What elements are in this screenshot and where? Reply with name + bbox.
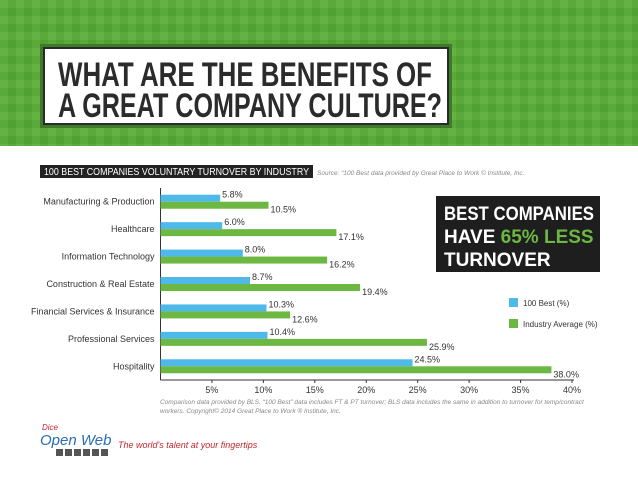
value-label: 5.8% [222, 190, 243, 200]
x-tick-label: 5% [205, 385, 218, 395]
x-tick-label: 40% [563, 385, 581, 395]
bar [160, 256, 328, 264]
legend-label: 100 Best (%) [523, 299, 570, 308]
x-tick-label: 20% [357, 385, 375, 395]
footnote: workers. Copyright© 2014 Great Place to … [160, 407, 341, 415]
bar [160, 194, 221, 202]
category-label: Information Technology [62, 252, 155, 262]
category-label: Healthcare [111, 224, 155, 234]
value-label: 19.4% [362, 287, 388, 297]
value-label: 38.0% [553, 369, 579, 379]
bar [160, 249, 243, 257]
callout-text: HAVE 65% LESS [444, 227, 594, 248]
bar [160, 284, 361, 291]
category-label: Construction & Real Estate [46, 279, 154, 289]
page-title: WHAT ARE THE BENEFITS OF [58, 56, 432, 94]
bar [160, 277, 251, 284]
callout-box [436, 196, 600, 272]
logo-small: Dice [42, 423, 59, 432]
category-label: Financial Services & Insurance [31, 306, 155, 316]
value-label: 10.3% [268, 299, 294, 309]
x-tick-label: 15% [306, 385, 324, 395]
x-tick-label: 25% [409, 385, 427, 395]
chart-source: Source: “100 Best data provided by Great… [317, 169, 525, 177]
tagline: The world's talent at your fingertips [118, 440, 258, 450]
x-tick-label: 35% [512, 385, 530, 395]
value-label: 8.7% [252, 272, 273, 282]
legend-swatch [509, 298, 518, 307]
category-label: Manufacturing & Production [43, 197, 154, 207]
legend-swatch [509, 319, 518, 328]
value-label: 8.0% [245, 245, 266, 255]
legend-label: Industry Average (%) [523, 320, 598, 329]
footnote: Comparison data provided by BLS. “100 Be… [160, 399, 585, 406]
chart-title-bar [40, 165, 313, 178]
social-icons [56, 449, 108, 456]
bar [160, 366, 552, 374]
logo: Open Web [40, 432, 111, 449]
bar [160, 201, 269, 209]
value-label: 25.9% [429, 342, 455, 352]
chart-title: 100 BEST COMPANIES VOLUNTARY TURNOVER BY… [44, 167, 309, 178]
bar [160, 229, 337, 237]
value-label: 12.6% [292, 314, 318, 324]
value-label: 10.5% [271, 205, 297, 215]
bar [160, 331, 268, 339]
bar [160, 311, 291, 319]
bar [160, 338, 427, 346]
callout-text: BEST COMPANIES [444, 204, 594, 225]
value-label: 17.1% [338, 232, 364, 242]
value-label: 6.0% [224, 217, 245, 227]
value-label: 10.4% [269, 327, 295, 337]
bar [160, 359, 413, 367]
callout-highlight: 65% LESS [501, 227, 594, 248]
x-tick-label: 10% [254, 385, 272, 395]
category-label: Hospitality [113, 361, 155, 371]
callout-text: TURNOVER [444, 250, 551, 271]
callout-text: HAVE [444, 227, 501, 248]
bar [160, 222, 223, 230]
category-label: Professional Services [68, 334, 155, 344]
x-tick-label: 30% [460, 385, 478, 395]
page-title: A GREAT COMPANY CULTURE? [58, 87, 442, 125]
bar [160, 304, 267, 312]
value-label: 24.5% [415, 354, 441, 364]
title-box [43, 47, 449, 125]
value-label: 16.2% [329, 260, 355, 270]
